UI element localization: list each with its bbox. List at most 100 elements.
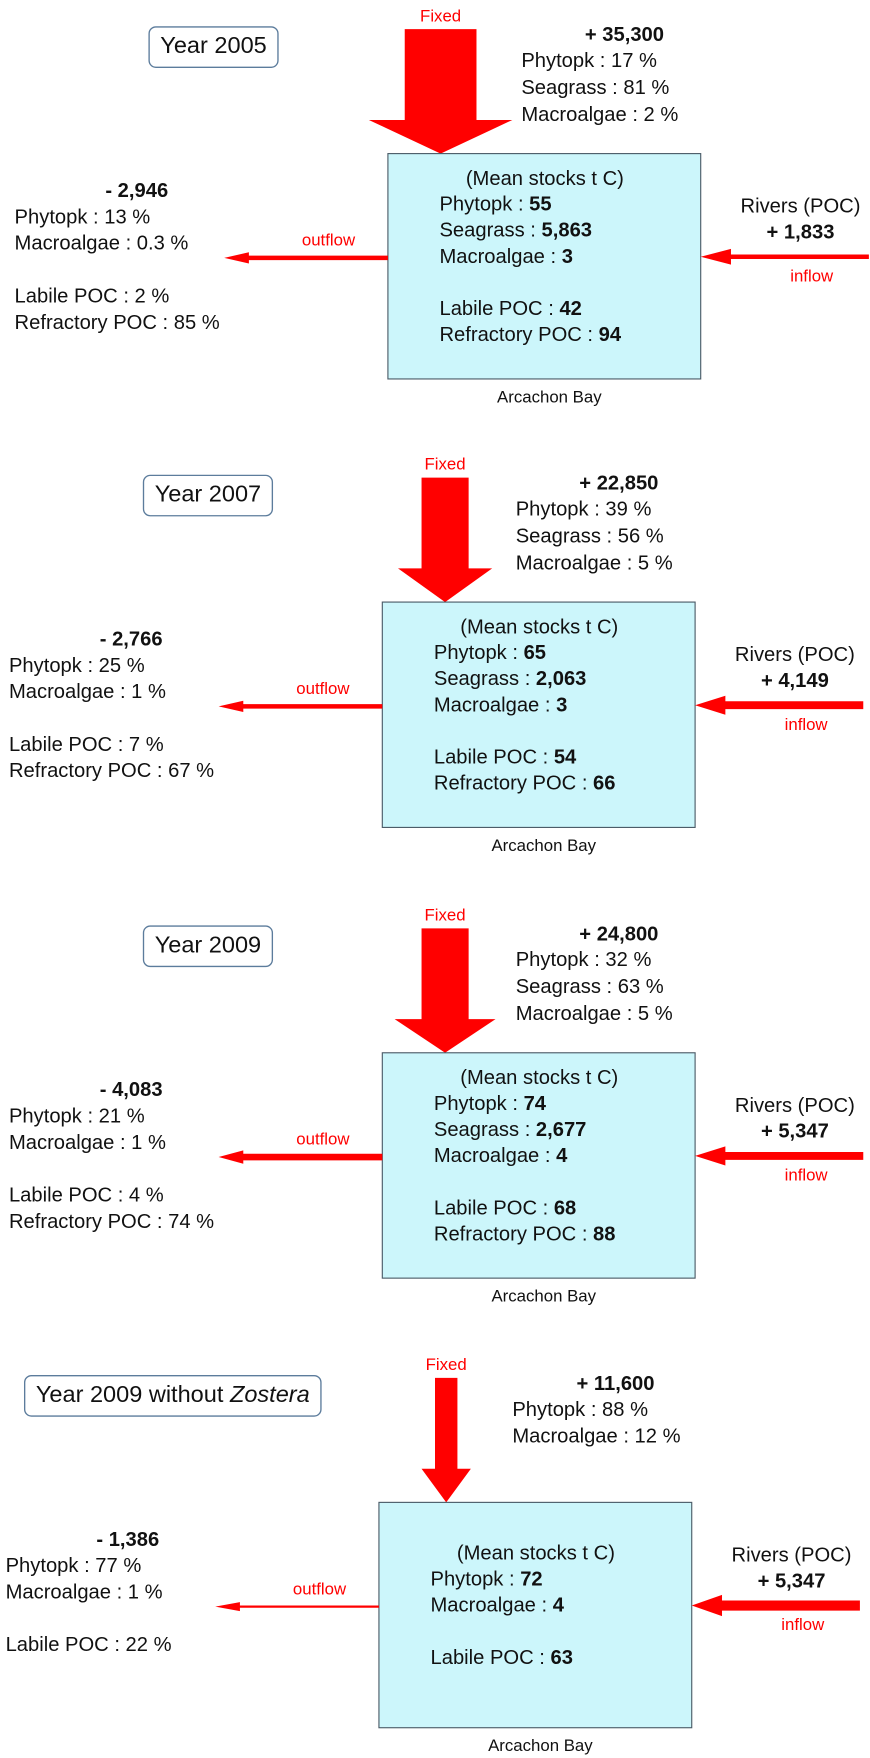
stock-item: Seagrass : 2,063 bbox=[434, 669, 587, 691]
fixed-label: Fixed bbox=[425, 455, 466, 474]
place-label: Arcachon Bay bbox=[488, 1736, 593, 1755]
outflow-item: Phytopk : 25 % bbox=[9, 655, 145, 677]
year-label: Year 2007 bbox=[155, 481, 261, 507]
year-box bbox=[23, 1375, 322, 1417]
stock-value: 42 bbox=[559, 298, 581, 320]
stock-value: 2,063 bbox=[536, 669, 586, 691]
stock-item: Macroalgae : 4 bbox=[434, 1145, 568, 1167]
stock-item: Refractory POC : 66 bbox=[434, 773, 616, 795]
fixed-item: Seagrass : 56 % bbox=[516, 525, 664, 547]
stock-label: Phytopk : bbox=[431, 1569, 521, 1591]
fixed-total: + 11,600 bbox=[577, 1373, 655, 1395]
inflow-arrow bbox=[695, 1146, 864, 1166]
stock-item: Seagrass : 5,863 bbox=[439, 220, 592, 242]
stock-box bbox=[387, 153, 702, 380]
stock-label: Refractory POC : bbox=[434, 773, 593, 795]
outflow-arrow bbox=[215, 1602, 379, 1612]
place-label: Arcachon Bay bbox=[491, 836, 596, 855]
stock-label: Phytopk : bbox=[434, 1093, 524, 1115]
year-box bbox=[148, 26, 279, 68]
stock-value: 68 bbox=[554, 1198, 576, 1220]
year-text: Year 2009 bbox=[155, 931, 261, 957]
stock-label: Seagrass : bbox=[434, 669, 536, 691]
stock-item: Seagrass : 2,677 bbox=[434, 1119, 587, 1141]
outflow-total: - 4,083 bbox=[100, 1079, 163, 1101]
stock-box bbox=[378, 1501, 693, 1729]
fixed-item: Macroalgae : 5 % bbox=[516, 552, 673, 574]
stock-item: Macroalgae : 3 bbox=[439, 246, 572, 268]
fixed-arrow bbox=[368, 29, 513, 154]
inflow-total: + 5,347 bbox=[758, 1570, 826, 1592]
stock-label: Labile POC : bbox=[439, 298, 559, 320]
stock-label: Seagrass : bbox=[434, 1119, 536, 1141]
inflow-source: Rivers (POC) bbox=[735, 1095, 855, 1117]
fixed-item: Seagrass : 81 % bbox=[521, 77, 669, 99]
outflow-item: Refractory POC : 67 % bbox=[9, 760, 214, 782]
stock-value: 2,677 bbox=[536, 1119, 586, 1141]
stock-item: Phytopk : 74 bbox=[434, 1093, 547, 1115]
outflow-item: Refractory POC : 85 % bbox=[15, 312, 220, 334]
flow-panel: Year 2009 without Zostera Fixed + 11,600 Ph… bbox=[6, 1355, 860, 1755]
outflow-arrow bbox=[218, 700, 383, 712]
outflow-arrow bbox=[218, 1150, 383, 1164]
stock-value: 5,863 bbox=[542, 220, 592, 242]
inflow-label: inflow bbox=[785, 1166, 829, 1185]
stock-item: Refractory POC : 94 bbox=[439, 325, 621, 347]
outflow-item: Macroalgae : 0.3 % bbox=[15, 233, 189, 255]
fixed-item: Macroalgae : 12 % bbox=[512, 1426, 680, 1448]
inflow-source: Rivers (POC) bbox=[732, 1545, 852, 1567]
outflow-item: Phytopk : 77 % bbox=[6, 1555, 142, 1577]
stock-label: Macroalgae : bbox=[434, 695, 556, 717]
inflow-label: inflow bbox=[790, 266, 834, 285]
year-box bbox=[142, 925, 274, 968]
year-text: Year 2007 bbox=[155, 481, 261, 507]
fixed-arrow bbox=[421, 1377, 471, 1503]
outflow-item: Labile POC : 4 % bbox=[9, 1185, 164, 1207]
fixed-item: Macroalgae : 5 % bbox=[516, 1003, 673, 1025]
fixed-arrow bbox=[394, 928, 496, 1053]
stock-label: Phytopk : bbox=[439, 194, 529, 216]
outflow-arrow bbox=[224, 252, 388, 264]
outflow-label: outflow bbox=[296, 1130, 350, 1149]
flow-panel: Year 2007 Fixed + 22,850 Phytopk : 39 % Seag… bbox=[9, 455, 864, 855]
stock-value: 66 bbox=[593, 773, 615, 795]
fixed-item: Seagrass : 63 % bbox=[516, 976, 664, 998]
outflow-total: - 2,946 bbox=[105, 180, 168, 202]
fixed-total: + 22,850 bbox=[579, 473, 658, 495]
year-italic: Zostera bbox=[229, 1381, 310, 1407]
stock-item: Labile POC : 54 bbox=[434, 747, 577, 769]
fixed-label: Fixed bbox=[426, 1355, 467, 1374]
inflow-total: + 1,833 bbox=[767, 222, 835, 244]
outflow-item: Labile POC : 22 % bbox=[6, 1634, 172, 1656]
outflow-item: Labile POC : 7 % bbox=[9, 734, 164, 756]
outflow-total: - 2,766 bbox=[100, 629, 163, 651]
outflow-item: Labile POC : 2 % bbox=[15, 285, 170, 307]
stock-box bbox=[381, 601, 696, 828]
flow-panel: Year 2009 Fixed + 24,800 Phytopk : 32 % Seag… bbox=[9, 905, 864, 1306]
year-text: Year 2005 bbox=[160, 32, 266, 58]
inflow-total: + 5,347 bbox=[761, 1121, 829, 1143]
stock-label: Macroalgae : bbox=[431, 1595, 553, 1617]
year-text: Year 2009 without bbox=[36, 1381, 230, 1407]
stock-label: Refractory POC : bbox=[434, 1224, 593, 1246]
stock-label: Phytopk : bbox=[434, 642, 524, 664]
stock-value: 72 bbox=[520, 1569, 542, 1591]
stock-item: Phytopk : 65 bbox=[434, 642, 546, 664]
stock-value: 54 bbox=[554, 747, 577, 769]
inflow-label: inflow bbox=[781, 1615, 825, 1634]
outflow-item: Refractory POC : 74 % bbox=[9, 1211, 214, 1233]
stock-value: 94 bbox=[599, 325, 622, 347]
fixed-label: Fixed bbox=[420, 6, 461, 25]
stock-label: Labile POC : bbox=[434, 747, 554, 769]
stock-value: 63 bbox=[550, 1647, 572, 1669]
stock-label: Macroalgae : bbox=[434, 1145, 556, 1167]
outflow-label: outflow bbox=[293, 1579, 347, 1598]
inflow-source: Rivers (POC) bbox=[741, 196, 861, 218]
year-label: Year 2005 bbox=[160, 32, 266, 58]
fixed-item: Phytopk : 32 % bbox=[516, 949, 652, 971]
outflow-label: outflow bbox=[302, 230, 356, 249]
stock-label: Labile POC : bbox=[431, 1647, 551, 1669]
outflow-item: Macroalgae : 1 % bbox=[6, 1582, 163, 1604]
stock-value: 4 bbox=[553, 1595, 565, 1617]
fixed-arrow bbox=[398, 477, 493, 603]
